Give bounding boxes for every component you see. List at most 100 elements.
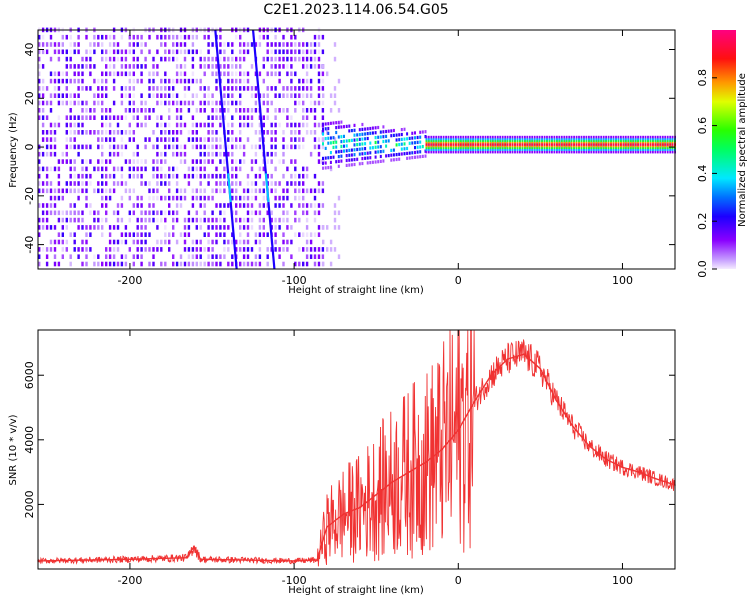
spectrogram-cell (250, 261, 254, 267)
spectrogram-cell (183, 86, 187, 91)
spectrogram-cell (132, 188, 135, 194)
spectrogram-cell (61, 210, 64, 216)
spectrogram-cell (164, 71, 167, 77)
spectrogram-cell (553, 143, 556, 146)
spectrogram-cell (361, 161, 364, 166)
spectrogram-cell (282, 144, 285, 150)
spectrogram-cell (605, 143, 607, 146)
spectrogram-cell (116, 210, 120, 216)
spectrogram-cell (49, 210, 53, 216)
spectrogram-cell (168, 34, 171, 40)
spectrogram-cell (290, 34, 293, 40)
spectrogram-cell (274, 203, 277, 208)
spectrogram-cell (266, 261, 269, 267)
spectrogram-cell (400, 152, 403, 156)
spectrogram-cell (152, 108, 155, 113)
spectrogram-cell (207, 159, 210, 164)
spectrogram-cell (395, 138, 398, 142)
spectrogram-cell (366, 136, 369, 141)
spectrogram-cell (411, 156, 414, 160)
spectrogram-cell (45, 130, 49, 135)
spectrogram-cell (128, 86, 131, 91)
spectrogram-cell (168, 93, 171, 98)
spectrogram-cell (258, 239, 262, 245)
spectrogram-cell (385, 144, 388, 148)
spectrogram-cell (223, 42, 226, 47)
spectrogram-cell (195, 188, 198, 194)
spectrogram-cell (77, 210, 80, 216)
spectrogram-cell (321, 130, 325, 135)
spectrogram-cell (191, 159, 195, 164)
spectrogram-cell (227, 56, 230, 62)
snr-data-points (37, 353, 676, 562)
spectrogram-cell (246, 225, 250, 230)
spectrogram-cell (390, 129, 393, 133)
spectrogram-cell (254, 195, 258, 201)
spectrogram-cell (112, 100, 116, 106)
spectrogram-cell (211, 93, 214, 98)
spectrogram-cell (239, 217, 242, 223)
spectrogram-cell (132, 173, 135, 179)
spectrogram-cell (239, 181, 242, 186)
spectrogram-cell (69, 203, 72, 208)
spectrogram-cell (160, 86, 163, 91)
spectrogram-cell (231, 159, 234, 164)
spectrogram-cell (219, 151, 222, 157)
spectrogram-cell (664, 143, 667, 146)
spectrogram-cell (211, 247, 214, 252)
spectrogram-cell (57, 232, 61, 237)
spectrogram-cell (385, 139, 388, 143)
spectrogram-cell (124, 93, 128, 98)
spectrogram-cell (403, 127, 406, 131)
spectrogram-cell (168, 210, 171, 216)
spectrogram-cell (246, 247, 250, 252)
spectrogram-cell (231, 49, 234, 55)
spectrogram-cell (286, 225, 289, 230)
spectrogram-cell (227, 225, 230, 230)
spectrogram-cell (73, 144, 76, 150)
spectrogram-cell (144, 122, 147, 128)
spectrogram-streak-highlight (264, 173, 270, 203)
spectrogram-cell (128, 247, 131, 252)
spectrogram-cell (400, 147, 403, 151)
spectrogram-cell (172, 78, 175, 84)
spectrogram-cell (637, 143, 639, 146)
spectrogram-cell (298, 195, 301, 201)
spectrogram-cell (77, 93, 80, 98)
spectrogram-cell (294, 232, 297, 237)
spectrogram-cell (61, 254, 64, 259)
spectrogram-cell (403, 147, 406, 151)
spectrogram-cell (235, 56, 238, 62)
spectrogram-cell (160, 100, 163, 106)
snr-data-point (605, 458, 607, 461)
spectrogram-cell (112, 137, 116, 142)
spectrogram-cell (108, 232, 112, 237)
spectrogram-cell (53, 71, 57, 77)
spectrogram-cell (329, 93, 333, 98)
y-tick-label: 6000 (23, 361, 36, 389)
spectrogram-cell (374, 136, 377, 140)
spectrogram-cell (305, 93, 309, 98)
spectrogram-cell (262, 181, 265, 186)
spectrogram-cell (112, 64, 116, 69)
spectrogram-cell (219, 64, 222, 69)
spectrogram-cell (203, 188, 206, 194)
spectrogram-cell (302, 108, 305, 113)
spectrogram-cell (282, 195, 285, 201)
spectrogram-cell (164, 210, 167, 216)
spectrogram-cell (258, 122, 262, 128)
figure-title: C2E1.2023.114.06.54.G05 (263, 2, 448, 18)
spectrogram-cell (290, 86, 293, 91)
spectrogram-cell (101, 195, 104, 201)
spectrogram-cell (262, 78, 265, 84)
spectrogram-cell (81, 217, 84, 223)
spectrogram-cell (175, 210, 179, 216)
spectrogram-x-label: Height of straight line (km) (288, 285, 424, 296)
spectrogram-cell (101, 225, 104, 230)
spectrogram-cell (41, 86, 45, 91)
spectrogram-cell (528, 143, 531, 146)
spectrogram-cell (89, 203, 92, 208)
spectrogram-cell (199, 181, 202, 186)
spectrogram-cell (128, 108, 131, 113)
spectrogram-cell (116, 130, 120, 135)
